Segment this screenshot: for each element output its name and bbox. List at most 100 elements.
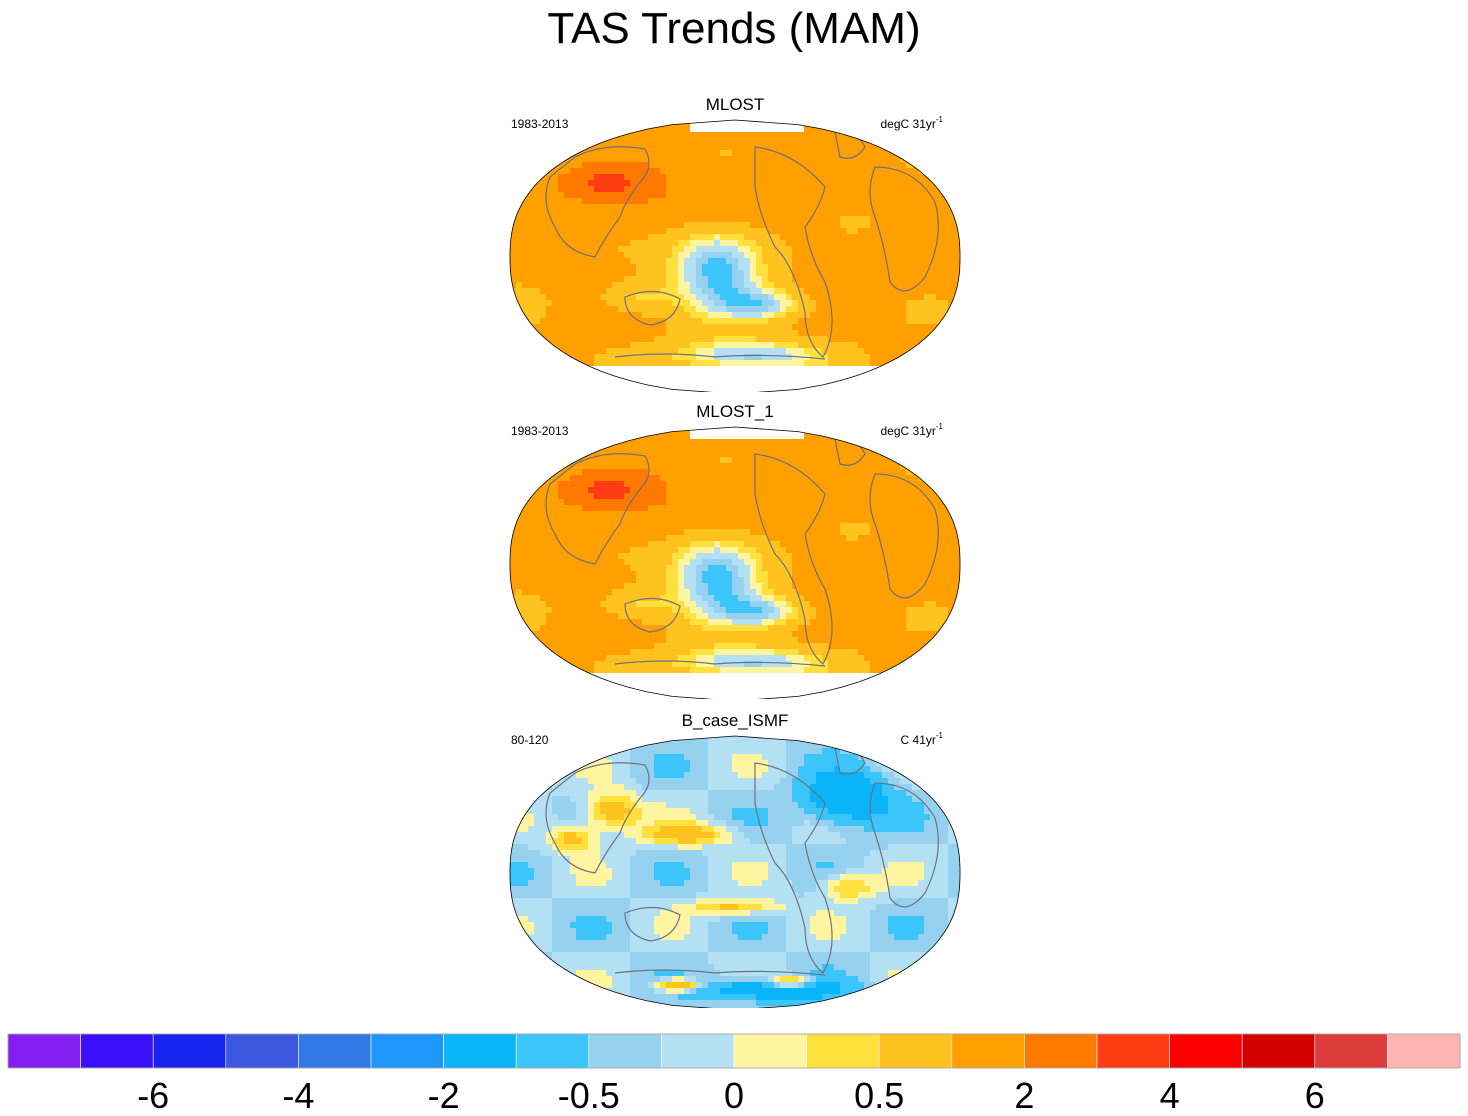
trend-cell — [852, 192, 859, 199]
trend-cell — [912, 457, 919, 464]
trend-cell — [708, 439, 715, 446]
trend-cell — [606, 535, 613, 542]
trend-cell — [822, 360, 829, 367]
trend-cell — [822, 162, 829, 169]
trend-cell — [876, 264, 883, 271]
trend-cell — [732, 258, 739, 265]
trend-cell — [702, 174, 709, 181]
trend-cell — [708, 535, 715, 542]
trend-cell — [618, 372, 625, 379]
trend-cell — [792, 366, 799, 373]
trend-cell — [816, 300, 823, 307]
trend-cell — [798, 372, 805, 379]
trend-cell — [708, 378, 715, 385]
trend-cell — [534, 529, 541, 536]
trend-cell — [918, 240, 925, 247]
trend-cell — [648, 451, 655, 458]
trend-cell — [612, 186, 619, 193]
trend-cell — [876, 445, 883, 452]
trend-cell — [942, 204, 949, 211]
trend-cell — [654, 378, 661, 385]
trend-cell — [630, 258, 637, 265]
trend-cell — [756, 240, 763, 247]
trend-cell — [690, 439, 697, 446]
trend-cell — [936, 276, 943, 283]
trend-cell — [816, 174, 823, 181]
trend-cell — [738, 505, 745, 512]
trend-cell — [762, 258, 769, 265]
trend-cell — [570, 210, 577, 217]
trend-cell — [726, 348, 733, 355]
trend-cell — [636, 210, 643, 217]
trend-cell — [786, 306, 793, 313]
trend-cell — [720, 541, 727, 548]
trend-cell — [636, 493, 643, 500]
trend-cell — [846, 210, 853, 217]
trend-cell — [768, 240, 775, 247]
trend-cell — [606, 126, 613, 133]
trend-cell — [762, 342, 769, 349]
trend-cell — [732, 294, 739, 301]
trend-cell — [528, 445, 535, 452]
trend-cell — [576, 330, 583, 337]
trend-cell — [948, 162, 955, 169]
trend-cell — [612, 427, 619, 434]
trend-cell — [528, 312, 535, 319]
trend-cell — [660, 168, 667, 175]
trend-cell — [618, 276, 625, 283]
trend-cell — [690, 306, 697, 313]
trend-cell — [618, 360, 625, 367]
trend-cell — [726, 336, 733, 343]
trend-cell — [846, 523, 853, 530]
trend-cell — [600, 198, 607, 205]
trend-cell — [822, 348, 829, 355]
trend-cell — [576, 390, 583, 392]
trend-cell — [936, 162, 943, 169]
trend-cell — [726, 354, 733, 361]
trend-cell — [534, 541, 541, 548]
trend-cell — [678, 222, 685, 229]
trend-cell — [546, 144, 553, 151]
trend-cell — [636, 216, 643, 223]
trend-cell — [678, 330, 685, 337]
trend-cell — [594, 433, 601, 440]
trend-cell — [672, 511, 679, 518]
trend-cell — [888, 222, 895, 229]
trend-cell — [900, 126, 907, 133]
trend-cell — [834, 174, 841, 181]
trend-cell — [612, 294, 619, 301]
trend-cell — [936, 150, 943, 157]
trend-cell — [576, 493, 583, 500]
trend-cell — [918, 138, 925, 145]
trend-cell — [840, 180, 847, 187]
trend-cell — [852, 463, 859, 470]
trend-cell — [672, 228, 679, 235]
trend-cell — [564, 210, 571, 217]
trend-cell — [732, 390, 739, 392]
trend-cell — [912, 499, 919, 506]
trend-cell — [678, 234, 685, 241]
trend-cell — [870, 463, 877, 470]
trend-cell — [870, 174, 877, 181]
trend-cell — [834, 132, 841, 139]
trend-cell — [540, 529, 547, 536]
trend-cell — [684, 282, 691, 289]
trend-cell — [834, 276, 841, 283]
trend-cell — [894, 252, 901, 259]
trend-cell — [894, 276, 901, 283]
trend-cell — [618, 198, 625, 205]
trend-cell — [924, 162, 931, 169]
trend-cell — [660, 372, 667, 379]
trend-cell — [540, 457, 547, 464]
trend-cell — [606, 222, 613, 229]
trend-cell — [720, 234, 727, 241]
trend-cell — [576, 258, 583, 265]
trend-cell — [516, 463, 523, 470]
trend-cell — [876, 457, 883, 464]
trend-cell — [936, 427, 943, 434]
trend-cell — [834, 180, 841, 187]
trend-cell — [894, 378, 901, 385]
trend-cell — [654, 487, 661, 494]
trend-cell — [810, 270, 817, 277]
trend-cell — [780, 132, 787, 139]
